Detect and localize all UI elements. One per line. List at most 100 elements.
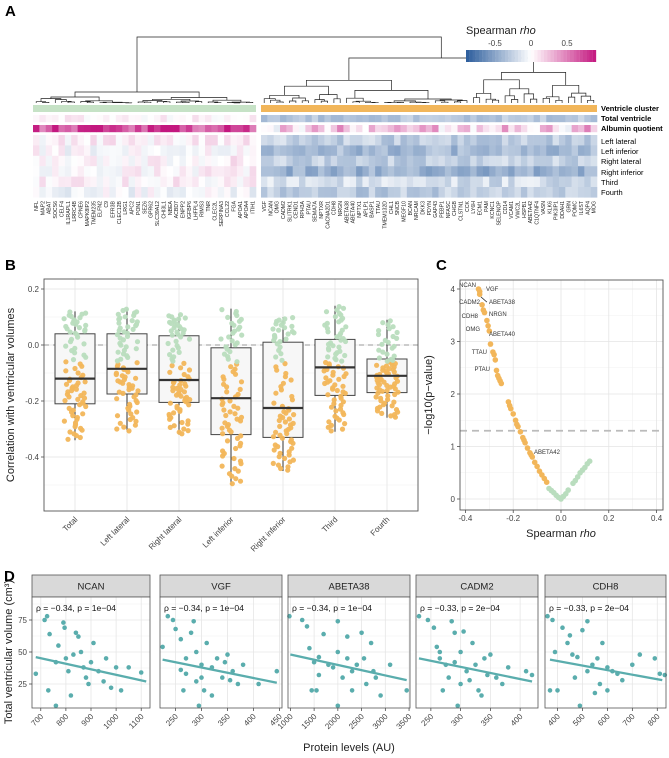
data-point — [476, 291, 483, 298]
data-point — [62, 398, 68, 404]
heatmap-cell — [463, 155, 471, 167]
colorbar-segment — [557, 50, 561, 62]
gene-label: NPTXR — [319, 201, 325, 219]
data-point — [238, 433, 244, 439]
data-point — [380, 349, 386, 355]
data-point — [374, 362, 380, 368]
data-point — [65, 436, 71, 442]
data-point — [67, 309, 73, 315]
data-point — [383, 363, 389, 369]
colorbar-segment — [492, 50, 496, 62]
colorbar-segment — [589, 50, 593, 62]
data-point — [225, 652, 230, 657]
y-tick-label: 25 — [18, 680, 27, 689]
data-point — [70, 407, 76, 413]
data-point — [273, 390, 279, 396]
heatmap-cell — [495, 176, 503, 188]
gene-label: MEGF10 — [401, 201, 407, 222]
label-leader-line — [480, 296, 488, 303]
heatmap-cell — [337, 187, 344, 198]
heatmap-cell — [375, 125, 382, 133]
data-point — [390, 333, 396, 340]
heatmap-cell — [103, 115, 110, 123]
data-point — [237, 458, 244, 464]
data-point — [277, 450, 283, 456]
heatmap-cell — [305, 115, 313, 123]
point-label: OMG — [466, 327, 481, 333]
heatmap-cell — [501, 135, 509, 146]
data-point — [336, 344, 342, 350]
x-tick-label: Left lateral — [99, 515, 132, 548]
data-point — [332, 355, 338, 361]
gene-label: ABETA40 — [351, 201, 357, 224]
colorbar-segment — [527, 50, 532, 62]
x-tick-label: 700 — [621, 712, 637, 728]
data-point — [176, 316, 182, 322]
heatmap-cell — [205, 115, 212, 123]
heatmap-cell — [400, 155, 408, 167]
heatmap-cell — [413, 166, 420, 177]
heatmap-cell — [166, 125, 174, 133]
heatmap-cell — [122, 145, 129, 156]
heatmap-cell — [249, 155, 257, 167]
heatmap-cell — [122, 115, 129, 123]
data-point — [224, 438, 231, 444]
data-point — [183, 656, 189, 661]
data-point — [221, 407, 227, 413]
heatmap-cell — [482, 135, 490, 146]
heatmap-cell — [324, 115, 332, 123]
heatmap-cell — [286, 155, 293, 167]
heatmap-cell — [451, 145, 458, 156]
colorbar-segment — [553, 50, 558, 62]
heatmap-cell — [444, 145, 452, 156]
heatmap-cell — [343, 155, 351, 167]
gene-label: KLK6 — [547, 201, 553, 214]
data-point — [256, 681, 261, 687]
data-point — [234, 340, 240, 346]
heatmap-cell — [470, 187, 477, 198]
data-point — [67, 429, 73, 435]
heatmap-cell — [224, 187, 231, 198]
colorbar-segment — [508, 50, 512, 62]
data-point — [274, 668, 280, 674]
heatmap-cell — [375, 145, 382, 156]
heatmap-cell — [533, 145, 541, 156]
gene-label: PAM — [484, 201, 490, 212]
panel-d: D NCAN 700 800 900 1000 1100 ρ = −0.34, p = 1e… — [3, 568, 668, 754]
heatmap-cell — [375, 115, 382, 123]
heatmap-cell — [173, 135, 180, 146]
heatmap-cell — [109, 135, 117, 146]
heatmap-cell — [337, 125, 344, 133]
colorbar-segment — [579, 50, 584, 62]
heatmap-cell — [343, 187, 351, 198]
heatmap-cell — [444, 176, 452, 188]
heatmap-cell — [539, 135, 547, 146]
data-point — [339, 426, 346, 432]
heatmap-cell — [457, 187, 465, 198]
heatmap-cell — [590, 187, 598, 198]
heatmap-cell — [64, 187, 72, 198]
heatmap-cell — [565, 166, 572, 177]
data-point — [186, 336, 193, 342]
data-point — [63, 323, 69, 330]
x-tick-label: 300 — [449, 712, 465, 728]
heatmap-cell — [324, 176, 332, 188]
heatmap-cell — [400, 125, 408, 133]
heatmap-cell — [305, 125, 313, 133]
gene-label: VASN — [541, 201, 547, 215]
heatmap-cell — [273, 115, 281, 123]
colorbar-segment — [475, 50, 480, 62]
heatmap-cell — [90, 125, 98, 133]
data-point — [280, 380, 286, 386]
gene-label: C1QTNF4 — [535, 201, 541, 225]
gene-label: LHFPL4 — [193, 201, 199, 220]
data-point — [44, 613, 50, 619]
heatmap-cell — [533, 166, 541, 177]
data-point — [595, 656, 600, 661]
heatmap-cell — [552, 145, 560, 156]
heatmap-cell — [508, 155, 515, 167]
heatmap-cell — [211, 155, 219, 167]
data-point — [225, 314, 231, 320]
heatmap-cell — [45, 166, 53, 177]
